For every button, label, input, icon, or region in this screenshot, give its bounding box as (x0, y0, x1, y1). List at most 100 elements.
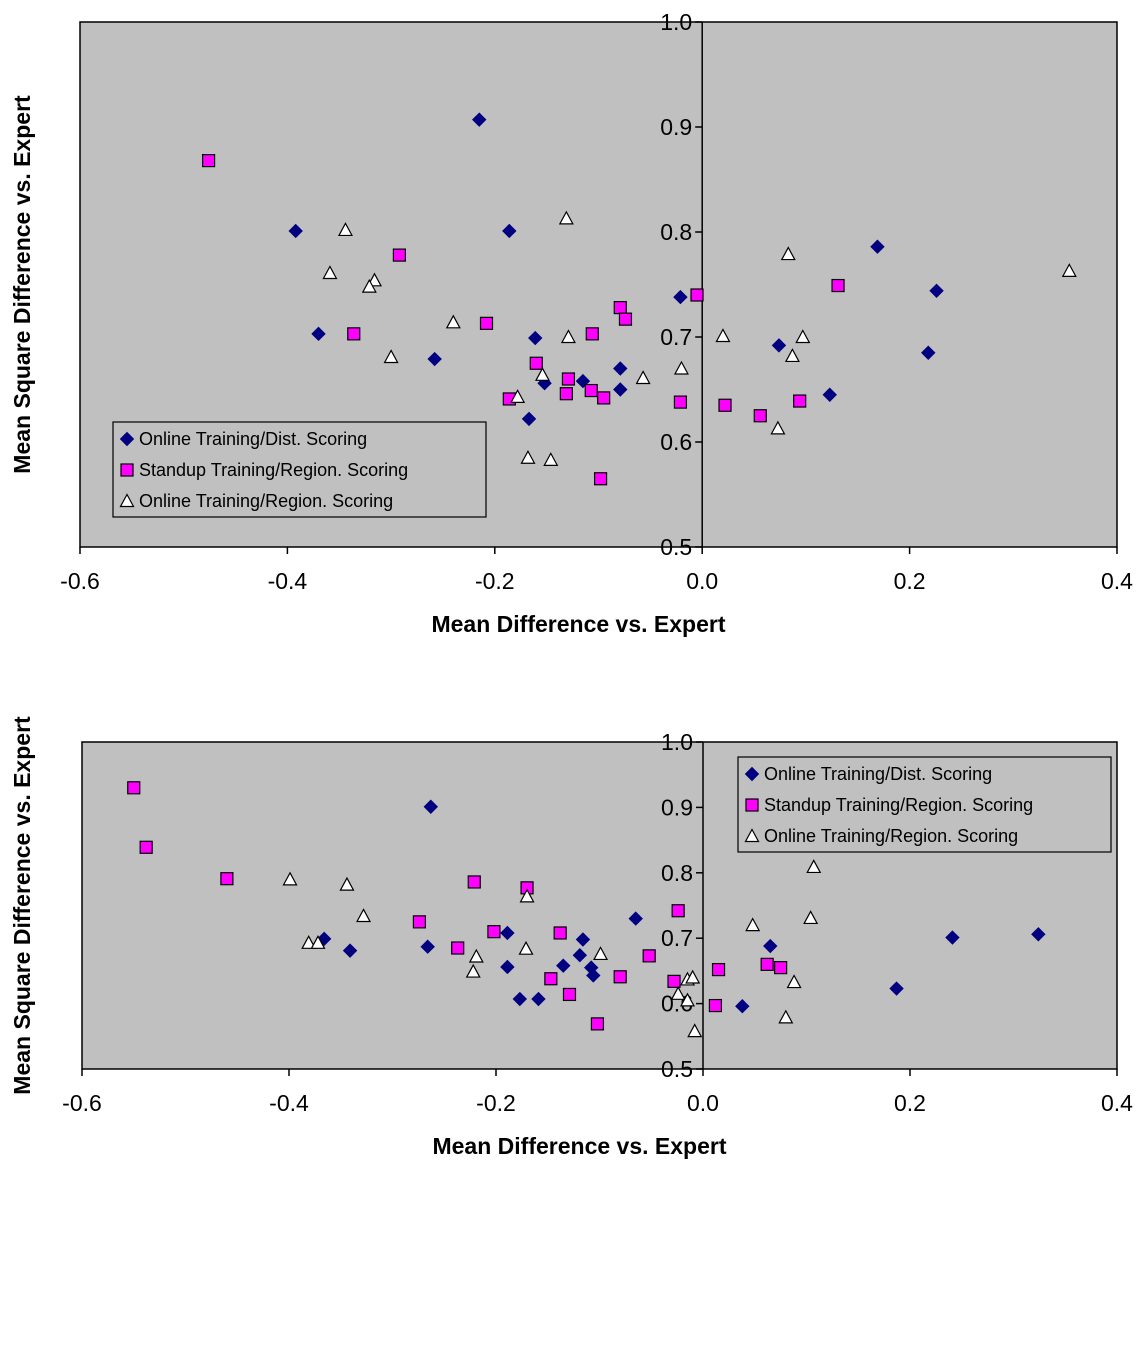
x-tick-label: 0.4 (1101, 568, 1133, 594)
series-3-point-15 (715, 328, 731, 343)
series-2-point-3 (347, 327, 361, 341)
legend-marker-1 (744, 766, 760, 782)
y-tick-label: 0.7 (661, 925, 693, 951)
series-3-point-17 (784, 348, 800, 363)
legend-label-2: Standup Training/Region. Scoring (764, 795, 1033, 815)
series-1-point-8 (531, 991, 546, 1007)
series-2-point-2 (139, 840, 153, 854)
series-3-point-18 (795, 329, 811, 344)
series-3-point-6 (468, 948, 484, 963)
series-1-point-6 (500, 959, 515, 975)
chart-top: -0.6 -0.4 -0.2 0.0 0.2 0.4 0.5 0.6 0.7 0.8 0.9 1.0 M… (9, 9, 1133, 637)
x-tick-label: -0.4 (268, 568, 308, 594)
series-2-point-13 (613, 970, 627, 984)
legend-label-1: Online Training/Dist. Scoring (764, 764, 992, 784)
series-3-point-16 (745, 917, 761, 932)
x-tick-label: -0.2 (475, 568, 515, 594)
series-1-point-2 (288, 223, 303, 239)
series-3-point-5 (383, 349, 399, 364)
series-3-point-11 (670, 986, 686, 1000)
series-2-point-7 (487, 925, 501, 939)
series-1 (288, 112, 944, 427)
series-2-point-16 (690, 288, 704, 302)
series-3-point-16 (780, 246, 796, 261)
series-2-point-8 (559, 387, 573, 401)
series-1-point-5 (500, 925, 515, 941)
series-3-point-10 (543, 452, 559, 466)
series-3-point-13 (685, 969, 701, 984)
series-3-point-8 (520, 449, 536, 464)
x-tick-label: 0.4 (1101, 1090, 1133, 1116)
series-2-point-4 (412, 915, 427, 929)
legend-label-3: Online Training/Region. Scoring (139, 491, 393, 511)
series-2-point-15 (673, 395, 688, 409)
series-2-point-11 (597, 391, 611, 405)
series-1-point-1 (472, 112, 487, 127)
series-3 (282, 859, 822, 1038)
series-2-point-3 (220, 872, 234, 886)
y-tick-label: 0.6 (660, 429, 692, 455)
series-2-point-1 (127, 781, 141, 795)
series-2-point-6 (529, 356, 543, 370)
series-2-point-17 (718, 398, 732, 412)
series-1-point-13 (586, 968, 601, 983)
y-tick-label: 0.5 (660, 534, 692, 560)
series-1-point-10 (572, 947, 588, 963)
x-tick-label: -0.2 (476, 1090, 516, 1116)
legend-label-3: Online Training/Region. Scoring (764, 826, 1018, 846)
series-3-point-17 (778, 1009, 794, 1024)
series-1-point-3 (342, 943, 358, 958)
series-2-point-2 (392, 248, 406, 262)
series-2-point-10 (553, 926, 567, 940)
series-3-point-7 (465, 963, 481, 978)
series-1-point-16 (921, 345, 936, 360)
series-1-point-17 (822, 387, 837, 402)
series-1-point-13 (870, 239, 885, 254)
series-2-point-9 (585, 327, 599, 341)
series-2-point-11 (562, 987, 577, 1002)
legend-box (737, 756, 1112, 853)
series-3-point-5 (310, 935, 326, 949)
series-2-point-10 (584, 383, 598, 398)
series-3-point-20 (806, 859, 822, 874)
legend-marker-2 (120, 463, 134, 477)
series-2-point-4 (479, 316, 494, 330)
series-2-point-7 (561, 372, 576, 386)
y-axis-title: Mean Square Difference vs. Expert (9, 716, 35, 1095)
series-1-point-5 (427, 351, 442, 367)
legend-marker-1 (119, 431, 135, 447)
legend-marker-3 (119, 493, 135, 508)
series-3-point-18 (786, 974, 802, 989)
series-2-point-15 (667, 974, 681, 988)
x-tick-label: 0.2 (894, 1090, 926, 1116)
series-3-point-9 (534, 367, 551, 381)
series-1-point-11 (575, 932, 591, 947)
series-2-point-16 (671, 904, 685, 918)
y-tick-label: 1.0 (661, 729, 693, 755)
x-tick-label: -0.6 (62, 1090, 102, 1116)
series-1-point-9 (521, 411, 537, 427)
series-2-point-6 (467, 875, 481, 889)
y-tick-label: 0.9 (661, 794, 693, 820)
series-3-point-4 (301, 935, 317, 949)
series-1-point-11 (613, 382, 628, 397)
series-1-point-6 (528, 330, 543, 346)
series-3-point-15 (687, 1023, 703, 1038)
series-1-point-17 (889, 981, 904, 996)
series-3-point-1 (282, 871, 298, 886)
series-2-point-12 (590, 1017, 605, 1031)
series-2-point-1 (201, 154, 216, 168)
series-3-point-19 (803, 910, 819, 925)
chart-bottom: -0.6 -0.4 -0.2 0.0 0.2 0.40.50.60.70.80.91.0M… (9, 716, 1133, 1159)
legend-marker-2 (745, 798, 759, 812)
y-tick-label: 1.0 (660, 9, 692, 35)
series-2-point-12 (613, 301, 627, 315)
series-1-point-12 (673, 289, 688, 305)
series-1-point-3 (502, 223, 517, 239)
legend-box (112, 421, 487, 518)
x-tick-label: 0.0 (687, 1090, 719, 1116)
y-axis-title: Mean Square Difference vs. Expert (9, 95, 35, 474)
legend-label-1: Online Training/Dist. Scoring (139, 429, 367, 449)
series-1-point-1 (423, 799, 439, 814)
